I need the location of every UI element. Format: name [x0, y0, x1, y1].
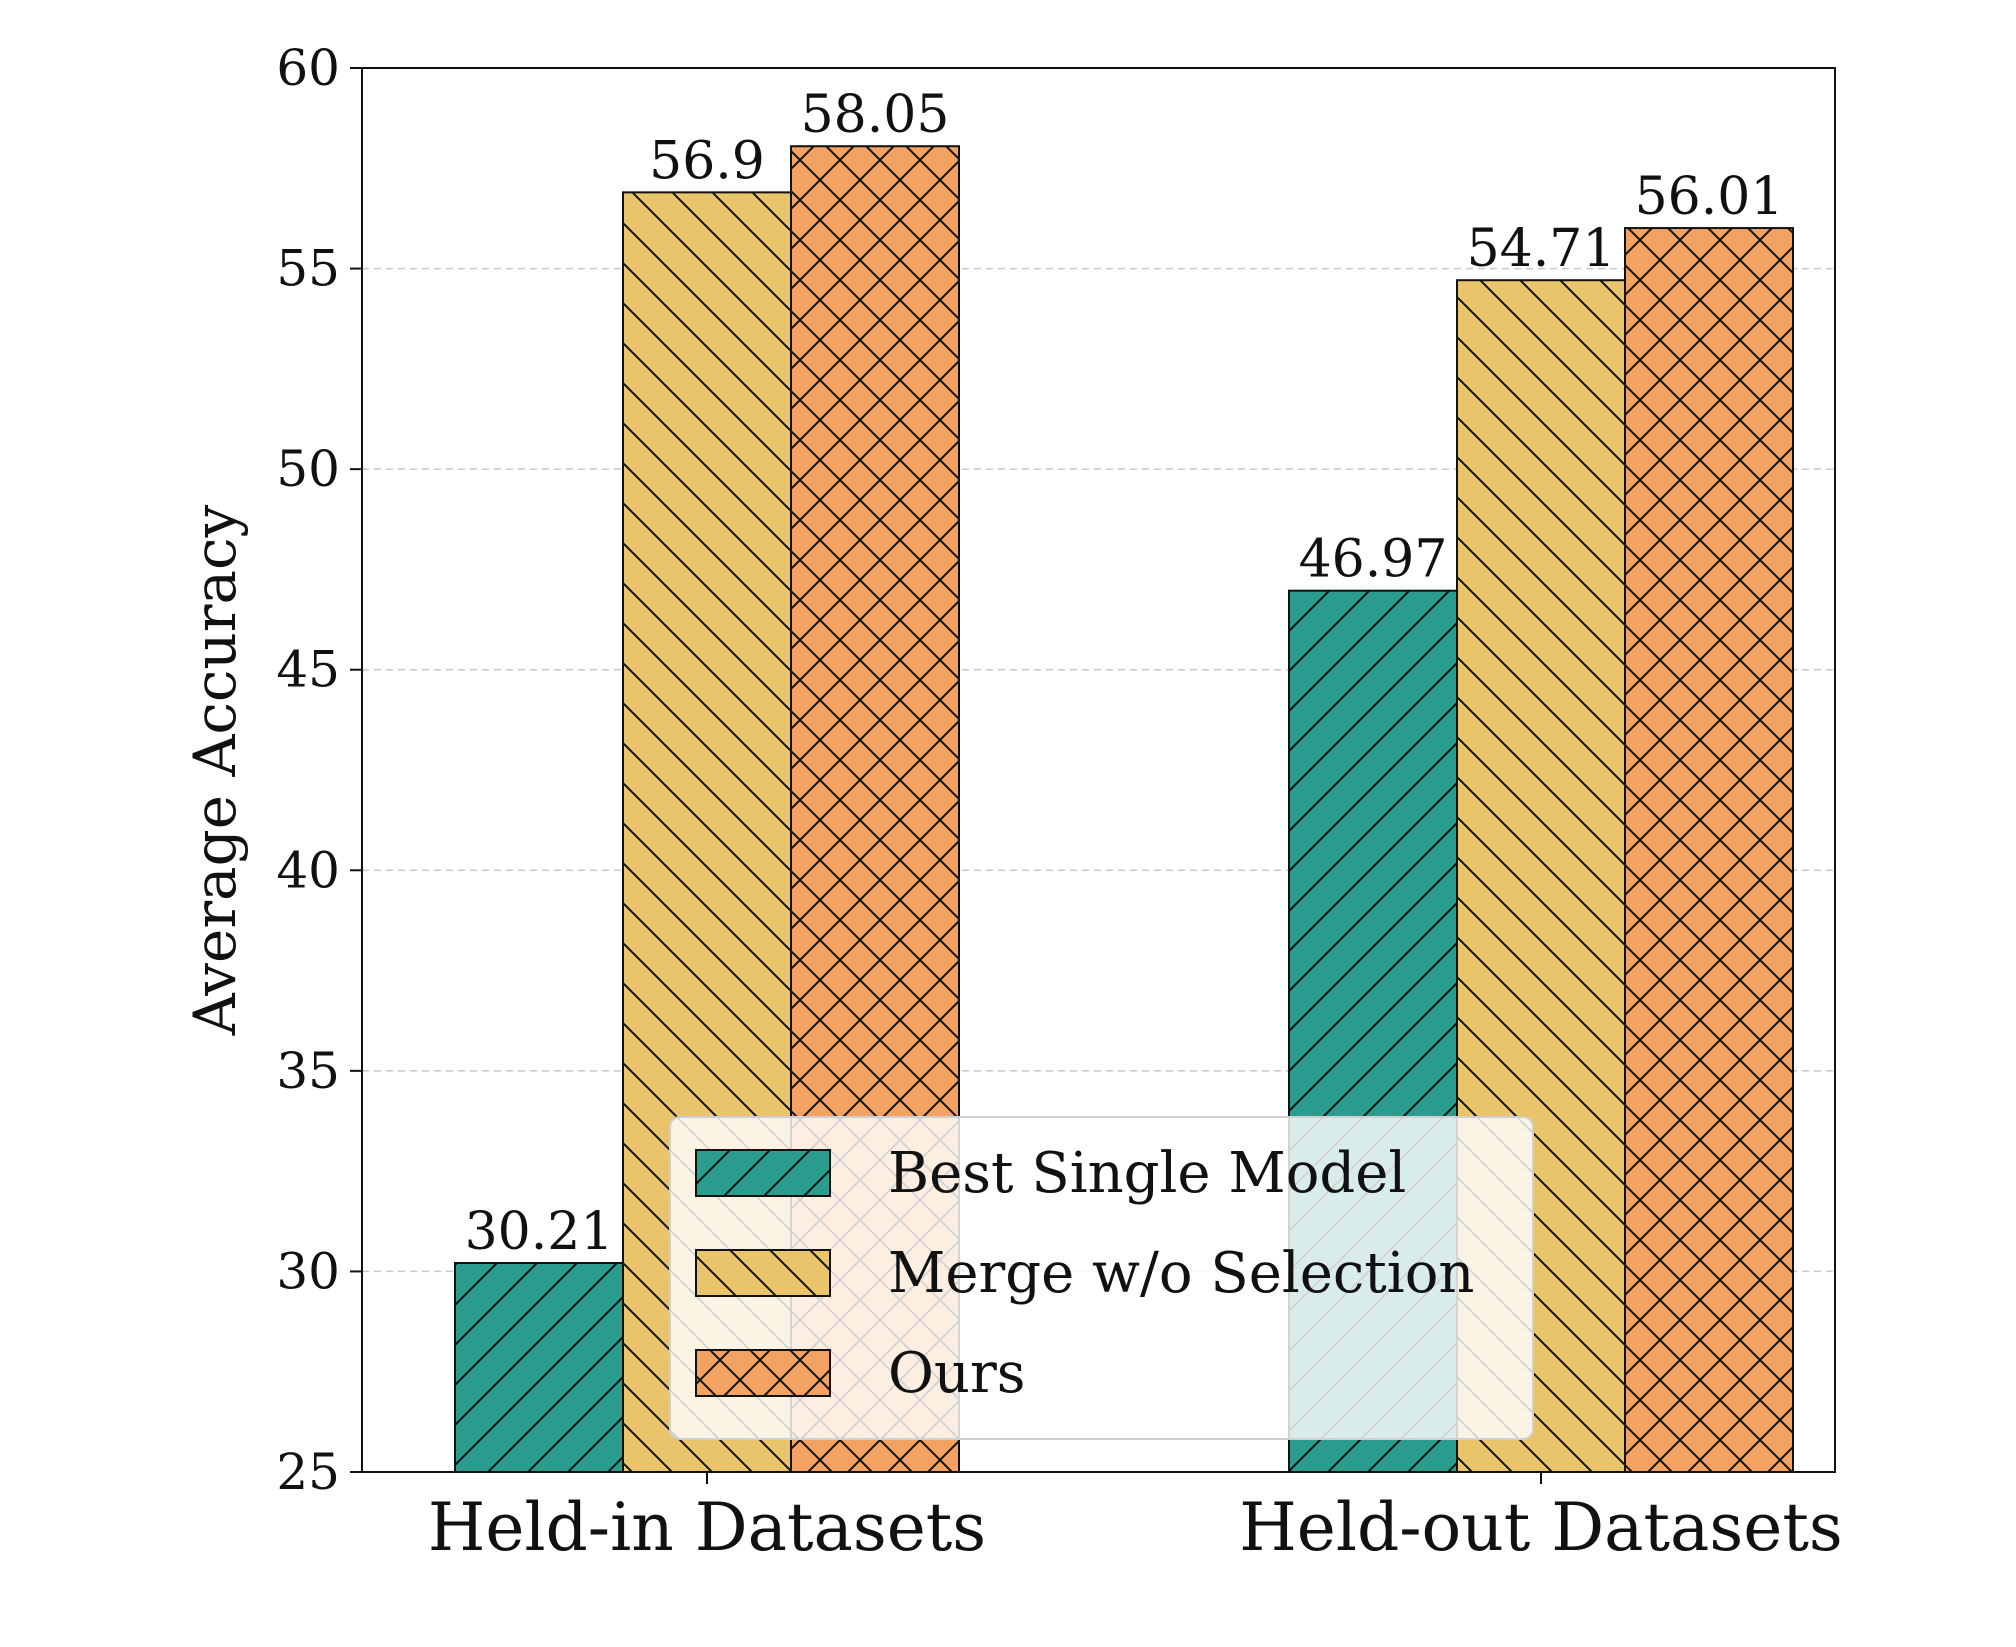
x-tick-label: Held-in Datasets [428, 1489, 986, 1566]
y-tick-label: 55 [276, 240, 340, 298]
legend-label: Merge w/o Selection [888, 1241, 1474, 1306]
y-tick-label: 30 [276, 1242, 340, 1300]
legend-label: Best Single Model [888, 1141, 1406, 1206]
y-tick-label: 35 [276, 1042, 340, 1100]
data-label: 46.97 [1299, 530, 1448, 590]
legend-swatch [695, 1249, 831, 1297]
y-tick-label: 45 [276, 641, 340, 699]
legend-label: Ours [888, 1341, 1025, 1406]
bar [1624, 227, 1794, 1473]
legend-swatch [695, 1349, 831, 1397]
y-axis-ticks: 25 30 35 40 45 50 55 60 [276, 39, 362, 1501]
y-axis-title: Average Accuracy [181, 504, 249, 1036]
plot-area-frame [361, 67, 1836, 1473]
legend-box [669, 1116, 1534, 1440]
legend-swatch [695, 1149, 831, 1197]
data-labels: 30.21 56.9 58.05 46.97 54.71 56.01 [465, 85, 1784, 1262]
y-tick-label: 25 [276, 1443, 340, 1501]
bar [454, 1262, 624, 1473]
y-tick-label: 50 [276, 440, 340, 498]
data-label: 54.71 [1467, 219, 1616, 279]
y-tick-label: 40 [276, 841, 340, 899]
data-label: 58.05 [801, 85, 950, 145]
y-tick-label: 60 [276, 39, 340, 97]
x-tick-label: Held-out Datasets [1239, 1489, 1842, 1566]
data-label: 56.01 [1635, 167, 1784, 227]
data-label: 30.21 [465, 1202, 614, 1262]
x-axis-ticks: Held-in Datasets Held-out Datasets [428, 1472, 1843, 1566]
legend: Best Single Model Merge w/o Selection Ours [669, 1116, 1534, 1440]
data-label: 56.9 [649, 131, 765, 191]
